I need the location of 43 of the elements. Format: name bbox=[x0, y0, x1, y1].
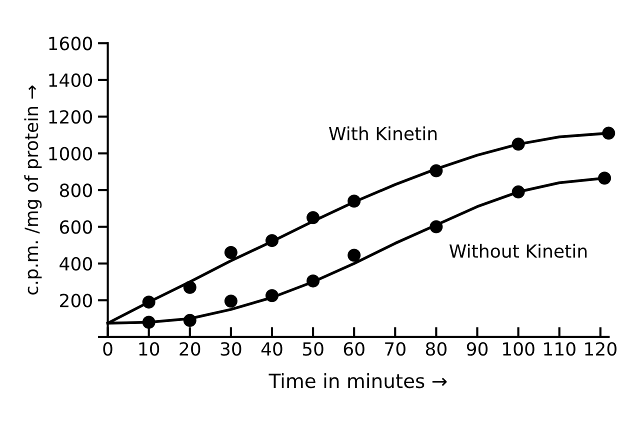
y-tick-label: 1400 bbox=[49, 73, 92, 88]
x-tick-label: 10 bbox=[139, 342, 160, 356]
y-tick-label: 800 bbox=[60, 184, 92, 198]
point bbox=[142, 316, 156, 329]
x-axis-title: Time in minutes → bbox=[268, 373, 447, 388]
x-tick-label: 120 bbox=[585, 342, 616, 356]
x-tick-label: 80 bbox=[426, 342, 446, 356]
y-axis-title: c.p.m. /mg of protein → bbox=[24, 85, 42, 295]
point bbox=[306, 274, 320, 288]
y-tick-label: 1000 bbox=[49, 146, 92, 160]
y-tick-label: 200 bbox=[60, 294, 92, 308]
x-tick-label: 20 bbox=[180, 342, 200, 356]
point bbox=[224, 246, 238, 260]
y-tick-label: 1200 bbox=[49, 110, 92, 124]
point bbox=[348, 194, 361, 208]
point bbox=[183, 280, 196, 294]
y-tick-label: 600 bbox=[60, 220, 92, 234]
point bbox=[306, 211, 320, 224]
point bbox=[265, 234, 278, 248]
x-tick-label: 100 bbox=[503, 342, 534, 356]
point bbox=[430, 164, 443, 178]
series-label: With Kinetin bbox=[329, 126, 437, 140]
x-tick-label: 110 bbox=[544, 342, 576, 356]
point bbox=[512, 185, 525, 198]
y-tick-label: 1600 bbox=[49, 36, 92, 50]
x-tick-label: 30 bbox=[220, 342, 242, 356]
x-tick-label: 70 bbox=[385, 342, 406, 356]
x-tick-label: 60 bbox=[344, 342, 364, 356]
point bbox=[183, 314, 196, 327]
point bbox=[142, 296, 156, 309]
y-tick-label: 400 bbox=[60, 256, 92, 271]
point bbox=[224, 294, 238, 308]
x-tick-label: 50 bbox=[302, 342, 324, 356]
x-tick-label: 90 bbox=[466, 342, 488, 356]
series-label: Without Kinetin bbox=[449, 244, 587, 258]
x-tick-label: 40 bbox=[261, 342, 282, 356]
x-tick-label: 0 bbox=[103, 342, 112, 356]
point bbox=[602, 126, 616, 140]
point bbox=[265, 289, 278, 302]
point bbox=[348, 248, 361, 262]
point bbox=[512, 138, 525, 151]
point bbox=[430, 220, 443, 234]
point bbox=[598, 172, 612, 185]
